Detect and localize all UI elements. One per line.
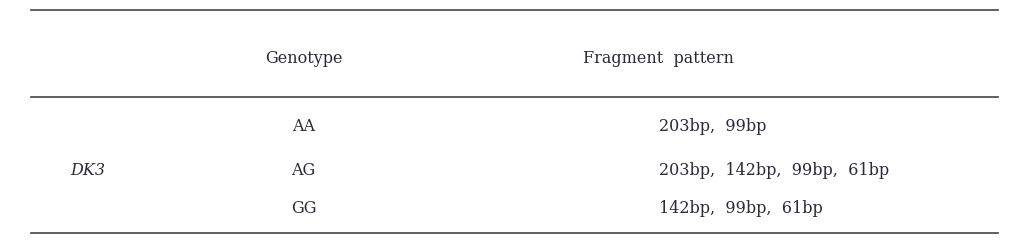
Text: DK3: DK3 bbox=[70, 162, 105, 179]
Text: Genotype: Genotype bbox=[264, 50, 343, 67]
Text: AA: AA bbox=[292, 118, 315, 135]
Text: AG: AG bbox=[291, 162, 316, 179]
Text: Fragment  pattern: Fragment pattern bbox=[583, 50, 734, 67]
Text: 203bp,  142bp,  99bp,  61bp: 203bp, 142bp, 99bp, 61bp bbox=[659, 162, 889, 179]
Text: 142bp,  99bp,  61bp: 142bp, 99bp, 61bp bbox=[659, 200, 822, 217]
Text: GG: GG bbox=[291, 200, 316, 217]
Text: 203bp,  99bp: 203bp, 99bp bbox=[659, 118, 766, 135]
